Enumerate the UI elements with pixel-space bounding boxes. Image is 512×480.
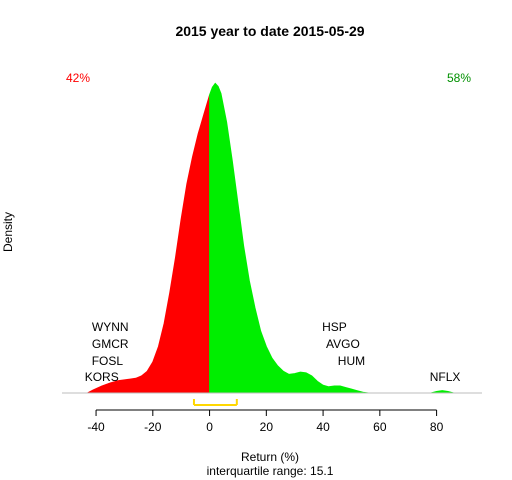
x-axis-tick-label: 20 bbox=[260, 420, 274, 434]
x-axis-tick-label: 80 bbox=[430, 420, 444, 434]
negative-return-area bbox=[87, 94, 211, 394]
stock-label: FOSL bbox=[92, 354, 124, 368]
subtitle: interquartile range: 15.1 bbox=[207, 464, 334, 478]
stock-label: AVGO bbox=[326, 337, 360, 351]
chart-title: 2015 year to date 2015-05-29 bbox=[175, 23, 364, 39]
x-axis-ticks: -40 -20 0 20 40 60 80 bbox=[87, 410, 444, 434]
positive-share-label: 58% bbox=[447, 71, 471, 85]
interquartile-range-bracket bbox=[192, 399, 238, 406]
stock-labels: WYNN GMCR FOSL KORS HSP AVGO HUM NFLX bbox=[85, 320, 461, 384]
negative-share-label: 42% bbox=[66, 71, 90, 85]
plot-area: WYNN GMCR FOSL KORS HSP AVGO HUM NFLX bbox=[62, 82, 482, 406]
x-axis-tick-label: 0 bbox=[206, 420, 213, 434]
stock-label: HSP bbox=[322, 320, 347, 334]
x-axis-label: Return (%) bbox=[241, 450, 299, 464]
y-axis-label: Density bbox=[1, 212, 15, 252]
x-axis-tick-label: -20 bbox=[144, 420, 162, 434]
stock-label: WYNN bbox=[92, 320, 129, 334]
stock-label: NFLX bbox=[430, 370, 461, 384]
x-axis-tick-label: 40 bbox=[316, 420, 330, 434]
x-axis-tick-label: 60 bbox=[373, 420, 387, 434]
stock-label: KORS bbox=[85, 370, 119, 384]
x-axis-tick-label: -40 bbox=[87, 420, 105, 434]
stock-label: HUM bbox=[338, 354, 365, 368]
stock-label: GMCR bbox=[92, 337, 129, 351]
